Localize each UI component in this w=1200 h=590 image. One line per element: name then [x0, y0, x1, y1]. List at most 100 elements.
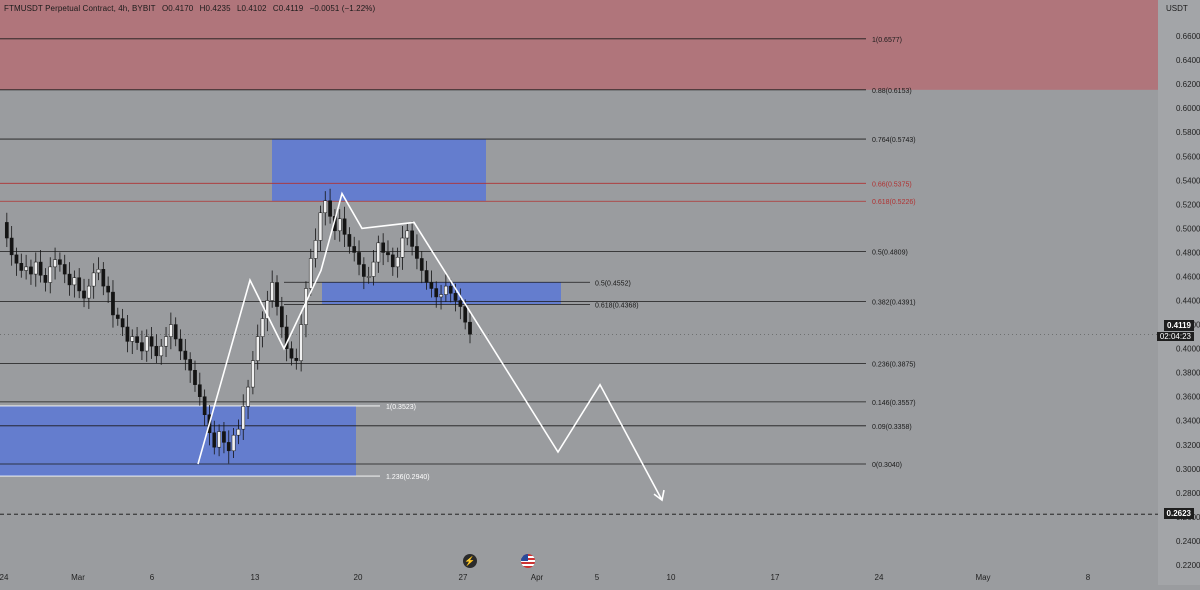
- candle-body: [251, 360, 255, 388]
- candle-body: [58, 259, 62, 265]
- ohlc-open: O0.4170: [161, 4, 194, 13]
- y-tick-label: 0.5400: [1176, 176, 1200, 185]
- candle-body: [101, 269, 106, 287]
- candle-body: [236, 428, 241, 436]
- candle-body: [308, 258, 313, 289]
- fib-label: 0(0.3040): [872, 462, 902, 469]
- candle-body: [202, 396, 207, 415]
- candle-body: [342, 218, 347, 235]
- x-tick-label: 17: [771, 573, 780, 582]
- y-tick-label: 0.4000: [1176, 345, 1200, 354]
- candle-body: [255, 336, 260, 361]
- candle-body: [9, 237, 14, 256]
- candle-body: [347, 234, 352, 247]
- x-tick-label: 24: [875, 573, 884, 582]
- candle-body: [390, 254, 395, 268]
- candle-body: [159, 345, 164, 357]
- candle-body: [226, 442, 231, 452]
- y-tick-label: 0.5200: [1176, 200, 1200, 209]
- candle-body: [67, 273, 72, 286]
- y-tick-label: 0.6400: [1176, 56, 1200, 65]
- fib-left-label: 1(0.3523): [386, 404, 416, 411]
- candle-body: [48, 266, 53, 283]
- candle-body: [33, 261, 38, 275]
- candle-body: [410, 230, 414, 247]
- y-tick-label: 0.6000: [1176, 104, 1200, 113]
- candle-body: [125, 326, 130, 342]
- ohlc-change: −0.0051 (−1.22%): [309, 4, 376, 13]
- candle-body: [270, 282, 275, 301]
- candle-body: [429, 282, 434, 289]
- x-tick-label: 6: [150, 573, 155, 582]
- candle-body: [140, 342, 144, 352]
- candle-body: [24, 266, 28, 271]
- fib-label: 0.236(0.3875): [872, 362, 916, 369]
- ohlc-close: C0.4119: [272, 4, 304, 13]
- fibonacci-layer: 1(0.6577) 0.88(0.6153) 0.764(0.5743) 0.66(0…: [0, 37, 1158, 515]
- x-tick-label: May: [975, 573, 990, 582]
- x-tick-label: 24: [0, 573, 9, 582]
- candle-body: [246, 386, 250, 407]
- candle-body: [453, 293, 458, 301]
- candle-body: [313, 240, 318, 259]
- candle-body: [376, 242, 381, 263]
- candle-body: [318, 212, 323, 241]
- lightning-icon[interactable]: ⚡: [463, 554, 477, 568]
- candle-body: [96, 269, 101, 274]
- y-tick-label: 0.5800: [1176, 128, 1200, 137]
- candle-body: [4, 222, 9, 239]
- y-tick-label: 0.3200: [1176, 441, 1200, 450]
- candle-body: [135, 336, 139, 343]
- fib-label: 0.66(0.5375): [872, 181, 912, 188]
- fib-mid-label: 0.618(0.4368): [595, 302, 639, 309]
- price-axis: 0.6600 0.6400 0.6200 0.6000 0.5800 0.5600 0.54…: [1158, 0, 1200, 585]
- us-flag-icon[interactable]: [521, 554, 535, 568]
- x-tick-label: 20: [354, 573, 363, 582]
- candle-body: [212, 432, 217, 448]
- candle-body: [115, 314, 120, 319]
- candle-body: [106, 285, 110, 293]
- marked-level-tag: 0.2623: [1163, 508, 1194, 519]
- symbol-header: FTMUSDT Perpetual Contract, 4h, BYBIT O0…: [4, 4, 379, 13]
- candle-body: [14, 254, 19, 264]
- candle-body: [439, 294, 443, 298]
- x-tick-label: 10: [667, 573, 676, 582]
- candle-body: [231, 434, 236, 452]
- candle-body: [362, 264, 366, 277]
- candle-body: [217, 431, 221, 448]
- candle-countdown: 02:04:23: [1156, 332, 1194, 341]
- candle-body: [304, 288, 308, 325]
- candle-body: [149, 336, 154, 347]
- candle-body: [164, 336, 168, 347]
- candle-body: [144, 336, 149, 352]
- y-tick-label: 0.6200: [1176, 80, 1200, 89]
- candle-body: [173, 324, 178, 340]
- candle-body: [260, 318, 265, 337]
- candle-body: [91, 272, 96, 287]
- y-tick-label: 0.2200: [1176, 561, 1200, 570]
- candle-body: [169, 324, 173, 337]
- projection-layer: [197, 191, 665, 502]
- zone-lower-box: [0, 405, 356, 477]
- candle-body: [19, 263, 24, 271]
- candle-body: [299, 324, 303, 361]
- candle-body: [193, 370, 197, 385]
- candle-body: [400, 237, 405, 258]
- candle-body: [222, 431, 226, 443]
- candle-body: [458, 300, 463, 307]
- y-tick-label: 0.6600: [1176, 32, 1200, 41]
- fib-label: 0.146(0.3557): [872, 400, 916, 407]
- candle-body: [434, 288, 439, 298]
- fib-mid-label: 0.5(0.4552): [595, 280, 631, 287]
- x-tick-label: 8: [1086, 573, 1091, 582]
- zone-layer: [0, 0, 1158, 477]
- fib-label: 0.5(0.4809): [872, 249, 908, 256]
- y-tick-label: 0.3400: [1176, 417, 1200, 426]
- candle-body: [371, 261, 376, 277]
- zone-supply: [0, 0, 1158, 90]
- candle-body: [294, 357, 299, 361]
- candle-body: [444, 285, 448, 295]
- fib-label: 0.382(0.4391): [872, 300, 916, 307]
